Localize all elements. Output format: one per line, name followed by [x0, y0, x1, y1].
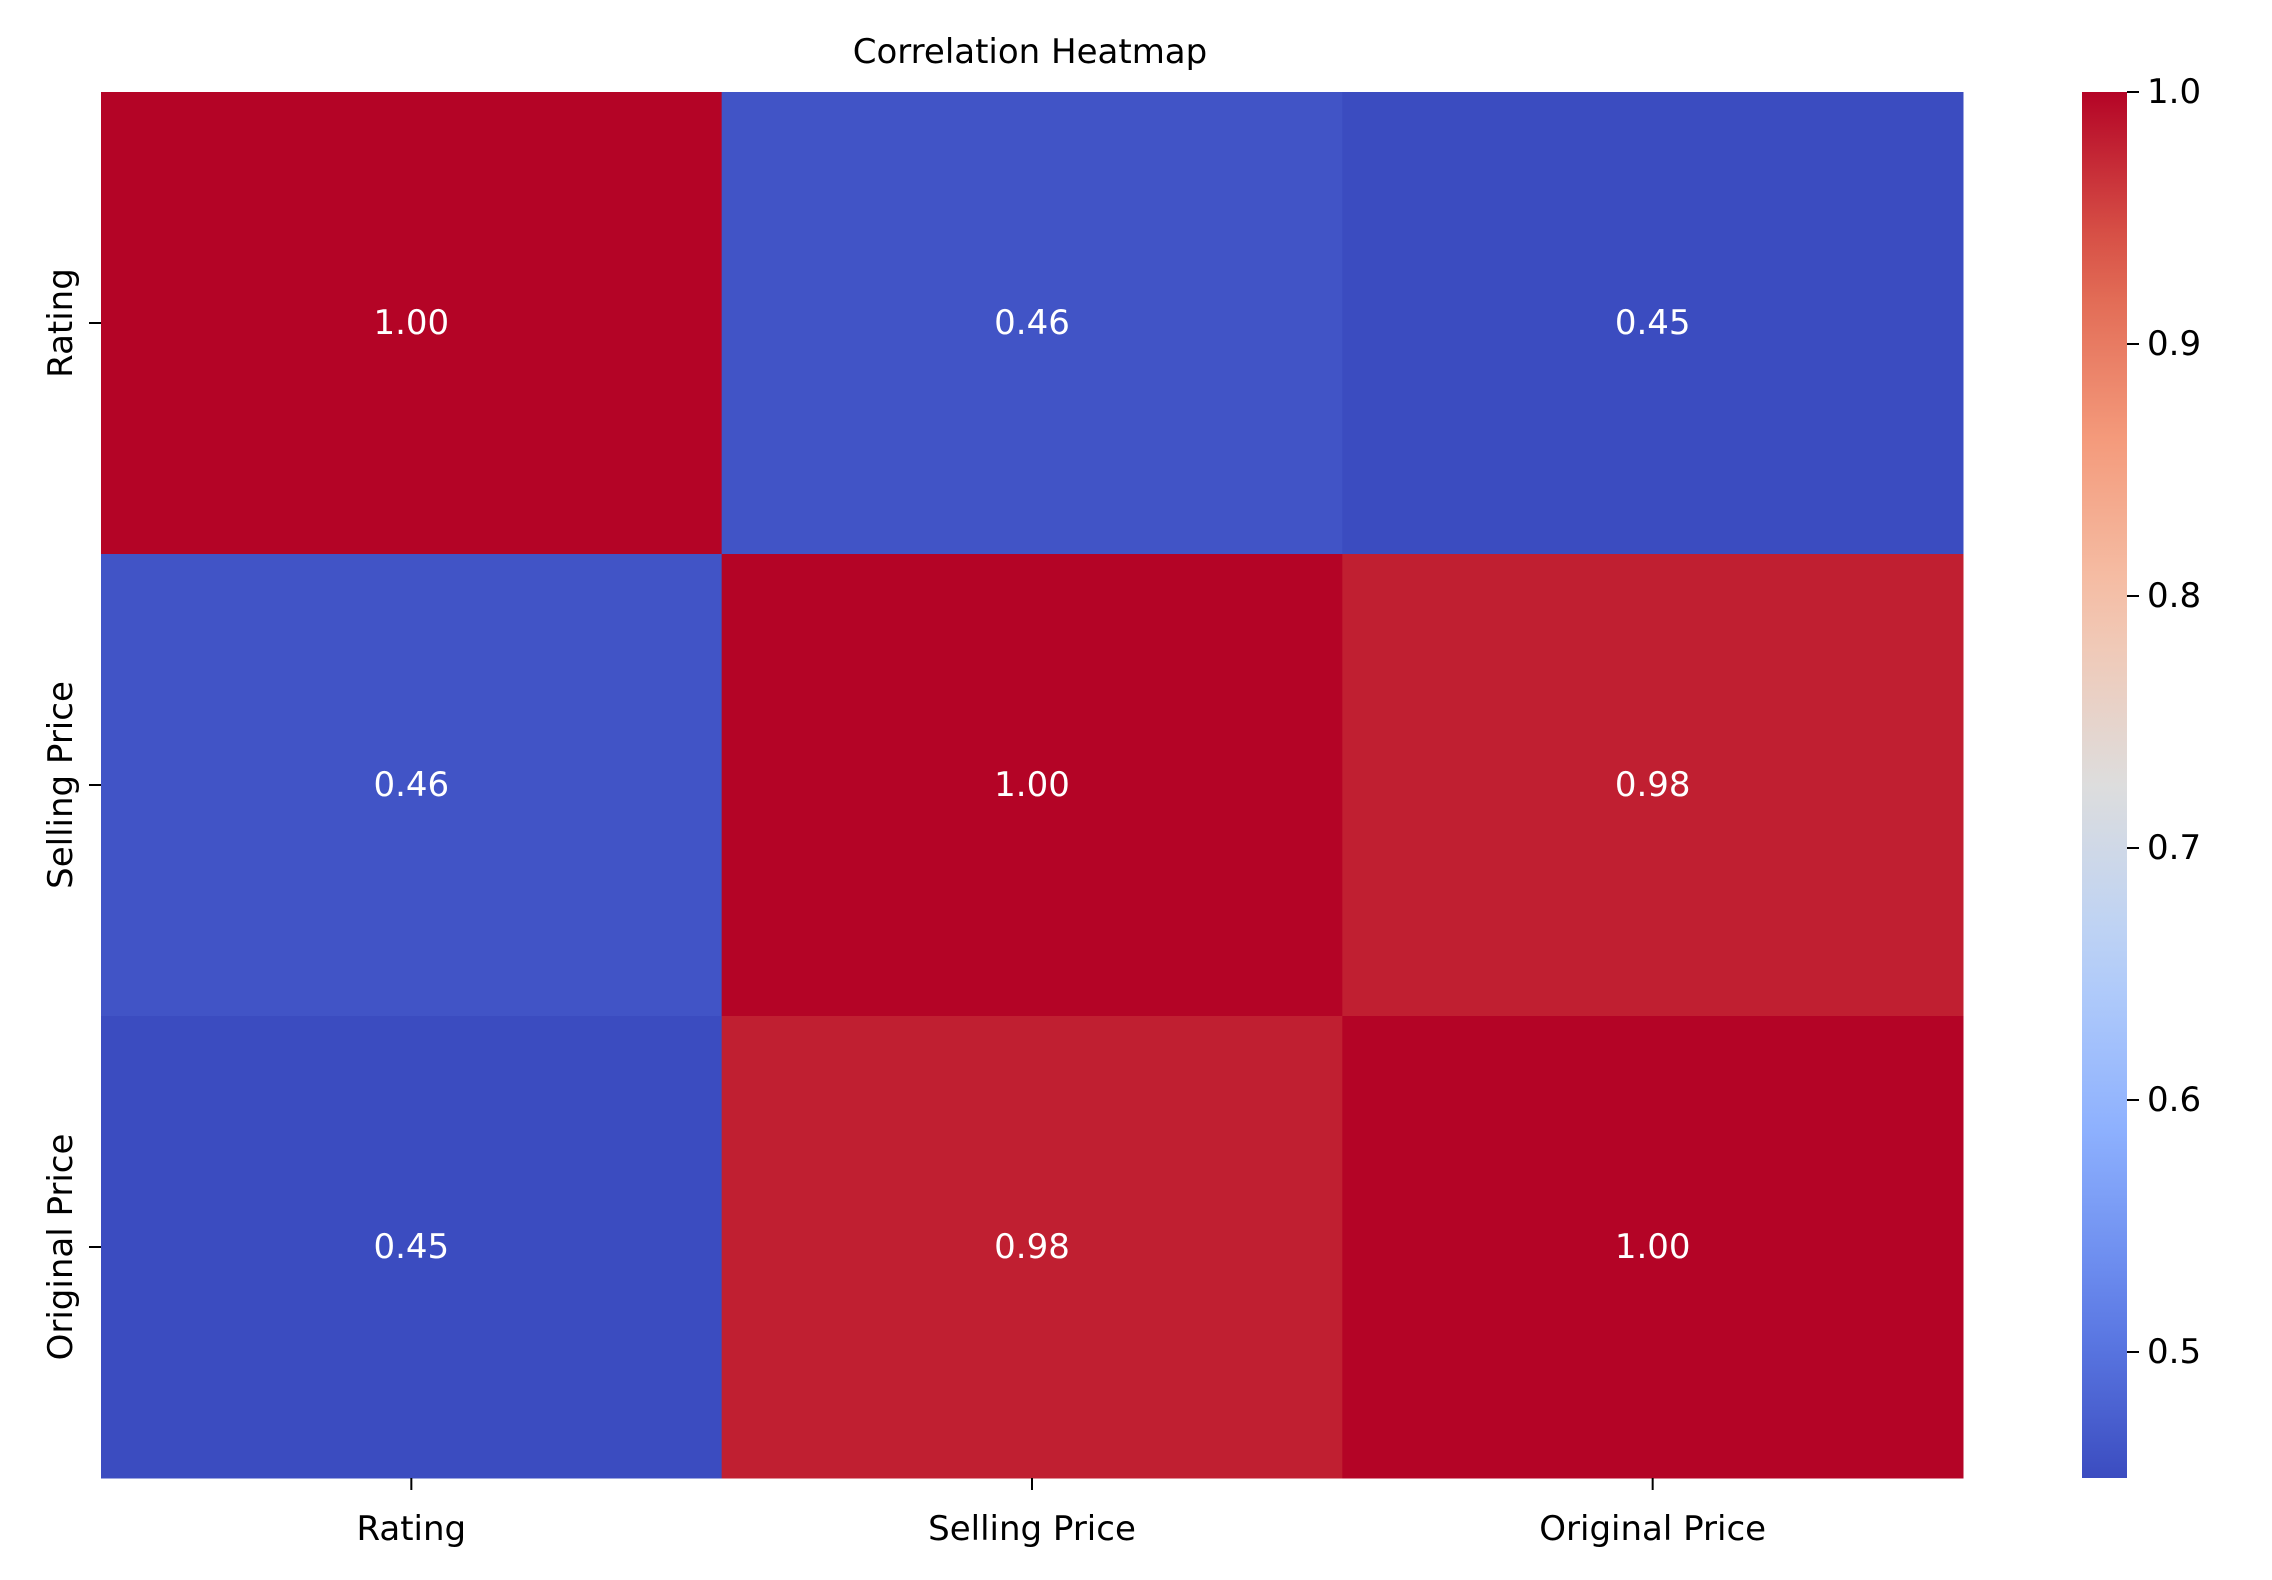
y-tick-label-1: Selling Price: [41, 681, 81, 889]
heatmap-cell-r1-c1: [721, 554, 1343, 1017]
heatmap-cell-r0-c0: [101, 92, 723, 555]
x-tick-label-2: Original Price: [1539, 1509, 1766, 1549]
heatmap-cell-r2-c2: [1342, 1016, 1964, 1479]
x-axis: Rating Selling Price Original Price: [357, 1478, 1766, 1549]
heatmap-cell-r0-c2: [1342, 92, 1964, 555]
colorbar-tick-label-4: 0.9: [2147, 324, 2201, 364]
colorbar-tick-label-1: 0.6: [2147, 1080, 2201, 1120]
cell-label-r0-c1: 0.46: [994, 303, 1070, 343]
cell-label-r0-c2: 0.45: [1615, 303, 1691, 343]
chart-title: Correlation Heatmap: [853, 32, 1207, 72]
cell-label-r1-c1: 1.00: [994, 765, 1070, 805]
y-tick-label-2: Original Price: [41, 1134, 81, 1361]
x-tick-label-0: Rating: [357, 1509, 467, 1549]
colorbar-tick-label-3: 0.8: [2147, 576, 2201, 616]
heatmap-cell-r1-c2: [1342, 554, 1964, 1017]
colorbar-tick-label-2: 0.7: [2147, 828, 2201, 868]
x-tick-label-1: Selling Price: [928, 1509, 1136, 1549]
y-axis: Rating Selling Price Original Price: [41, 268, 101, 1360]
colorbar-tick-label-0: 0.5: [2147, 1332, 2201, 1372]
cell-label-r2-c2: 1.00: [1615, 1227, 1691, 1267]
heatmap-cell-r1-c0: [101, 554, 723, 1017]
cell-label-r2-c0: 0.45: [373, 1227, 449, 1267]
cell-label-r0-c0: 1.00: [373, 303, 449, 343]
heatmap-annotations: 1.00 0.46 0.45 0.46 1.00 0.98 0.45 0.98 1.00: [373, 303, 1690, 1267]
colorbar-gradient: [2082, 92, 2127, 1478]
cell-label-r1-c0: 0.46: [373, 765, 449, 805]
heatmap-cell-r2-c1: [721, 1016, 1343, 1479]
cell-label-r1-c2: 0.98: [1615, 765, 1691, 805]
colorbar: 0.5 0.6 0.7 0.8 0.9 1.0: [2082, 72, 2201, 1478]
y-tick-label-0: Rating: [41, 268, 81, 378]
colorbar-tick-label-5: 1.0: [2147, 72, 2201, 112]
heatmap-cell-r0-c1: [721, 92, 1343, 555]
cell-label-r2-c1: 0.98: [994, 1227, 1070, 1267]
heatmap-cell-r2-c0: [101, 1016, 723, 1479]
heatmap-cells: [101, 92, 1964, 1479]
